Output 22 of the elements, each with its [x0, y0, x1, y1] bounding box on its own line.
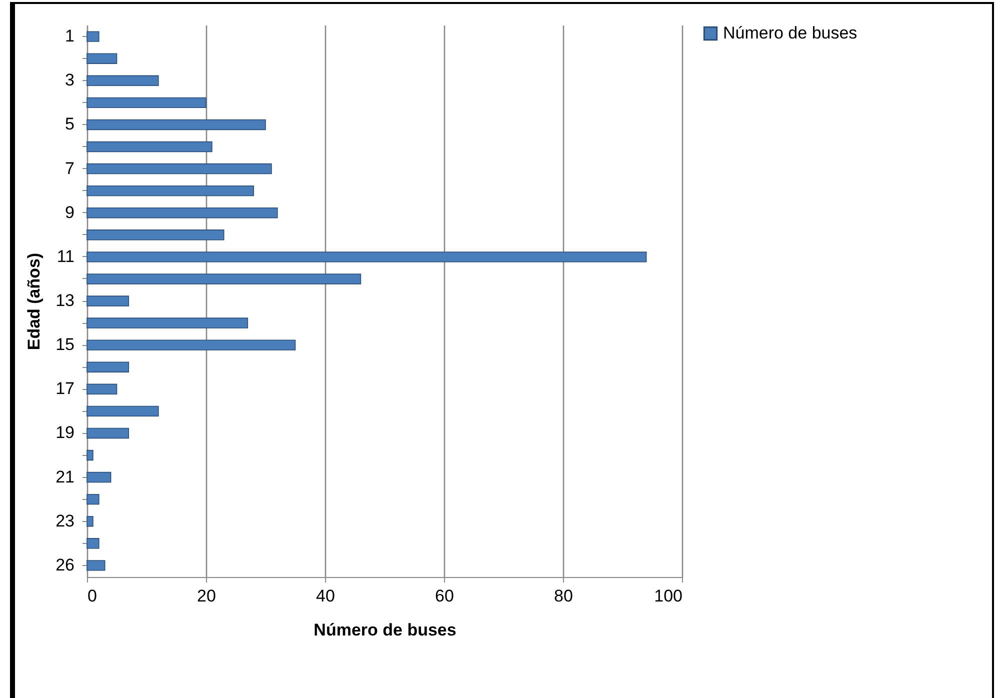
y-tick-label: 1 — [65, 26, 74, 46]
y-tick-label: 17 — [56, 379, 74, 398]
y-tick-label: 9 — [65, 202, 74, 222]
x-tick-label: 60 — [435, 586, 454, 606]
y-tick-label: 19 — [56, 423, 74, 442]
x-tick-label: 80 — [554, 586, 573, 606]
x-tick-label: 40 — [316, 586, 335, 606]
x-tick-label: 20 — [197, 586, 216, 606]
y-tick-label: 23 — [56, 511, 74, 530]
legend-label: Número de buses — [723, 24, 858, 42]
y-tick-label: 26 — [56, 555, 74, 574]
x-tick-label: 0 — [88, 586, 97, 606]
x-axis-title: Número de buses — [314, 620, 456, 640]
y-tick-label: 15 — [56, 335, 74, 354]
y-axis-title: Edad (años) — [24, 252, 44, 350]
x-tick-label: 100 — [654, 586, 682, 606]
y-tick-label: 3 — [65, 70, 74, 90]
y-tick-label: 5 — [65, 114, 74, 134]
y-tick-label: 7 — [65, 158, 74, 178]
y-tick-label: 11 — [56, 246, 74, 266]
y-tick-label: 21 — [56, 467, 74, 486]
y-tick-label: 13 — [56, 291, 74, 310]
